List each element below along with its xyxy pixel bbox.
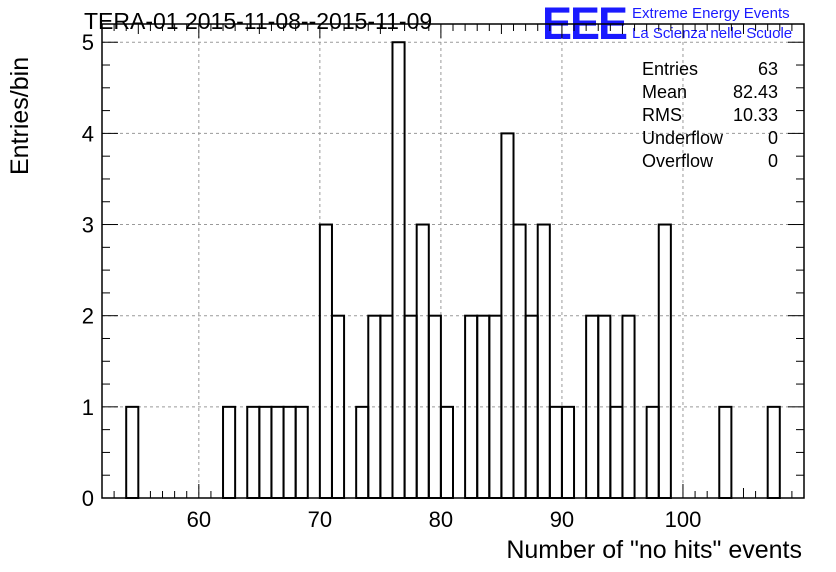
histogram-bin (246, 405, 261, 500)
eee-logo-text: Extreme Energy Events La Scienza nelle S… (632, 4, 792, 44)
y-tick-label: 4 (82, 121, 94, 146)
x-axis-label: Number of "no hits" events (506, 536, 802, 564)
x-tick-label: 100 (665, 507, 702, 532)
histogram-bin (439, 405, 454, 500)
y-tick-label: 2 (82, 304, 94, 329)
y-tick-label: 0 (82, 486, 94, 511)
stats-row-rms: RMS 10.33 (642, 104, 778, 127)
histogram-bin (391, 41, 406, 499)
stats-value: 10.33 (732, 105, 778, 125)
histogram-bin (609, 405, 624, 500)
x-tick-label: 90 (550, 507, 574, 532)
chart-title: TERA-01 2015-11-08--2015-11-09 (84, 8, 433, 34)
stats-row-overflow: Overflow 0 (642, 150, 778, 173)
stats-value: 82.43 (732, 82, 778, 102)
stats-label: Overflow (642, 151, 714, 171)
x-tick-label: 60 (187, 507, 211, 532)
stats-label: Mean (642, 82, 688, 102)
histogram-bin (282, 405, 297, 500)
histogram-bin (258, 405, 273, 500)
histogram-bin (294, 405, 309, 500)
histogram-bin (512, 223, 527, 500)
y-tick-label: 1 (82, 395, 94, 420)
histogram-bin (355, 405, 370, 500)
stats-value: 0 (767, 128, 778, 148)
x-tick-label: 70 (308, 507, 332, 532)
stats-value: 0 (767, 151, 778, 171)
histogram-bin (318, 223, 333, 500)
histogram-bin (657, 223, 672, 500)
stats-row-mean: Mean 82.43 (642, 81, 778, 104)
stats-value: 63 (757, 59, 778, 79)
y-tick-label: 5 (82, 30, 94, 55)
stats-label: RMS (642, 105, 682, 125)
stats-row-entries: Entries 63 (642, 58, 778, 81)
histogram-bin (766, 405, 781, 500)
stats-row-underflow: Underflow 0 (642, 127, 778, 150)
stats-label: Underflow (642, 128, 724, 148)
histogram-bin (125, 405, 140, 500)
histogram-bin (718, 405, 733, 500)
histogram-bin (415, 223, 430, 500)
x-tick-label: 80 (429, 507, 453, 532)
stats-box: Entries 63 Mean 82.43 RMS 10.33 Underflo… (642, 58, 778, 173)
y-tick-label: 3 (82, 213, 94, 238)
histogram-bin (560, 405, 576, 500)
histogram-bin (548, 405, 563, 500)
stats-label: Entries (642, 59, 699, 79)
eee-logo-line2: La Scienza nelle Scuole (632, 25, 793, 42)
histogram-bin (270, 405, 285, 500)
histogram-bin (536, 223, 551, 500)
histogram-bin (222, 405, 237, 500)
eee-logo-line1: Extreme Energy Events (632, 5, 790, 22)
histogram-bin (645, 405, 660, 500)
